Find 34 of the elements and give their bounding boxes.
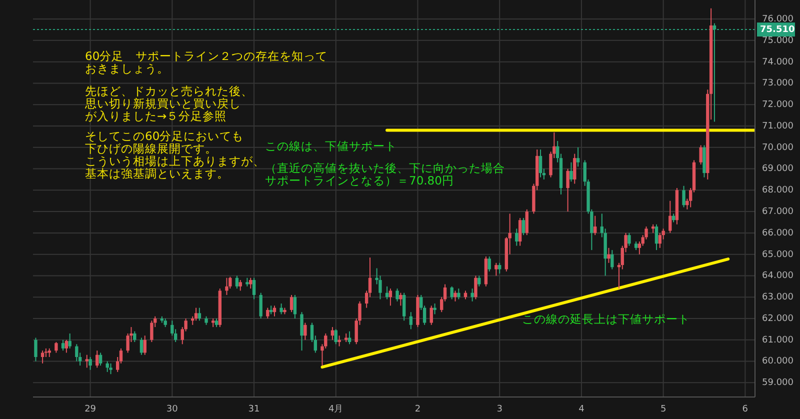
annotation: そしてこの60分足においても下ひげの陽線展開です。こういう相場は上下ありますが、基本は強基調といえます。 [85, 129, 265, 180]
y-tick-label: 64.000 [762, 271, 794, 282]
y-tick-label: 70.000 [762, 142, 794, 153]
y-tick-label: 66.000 [762, 228, 794, 238]
y-tick-label: 74.000 [762, 57, 794, 68]
y-tick-label: 65.000 [762, 250, 794, 260]
y-tick-label: 67.000 [762, 207, 794, 218]
y-tick-label: 76.000 [762, 14, 794, 25]
x-tick-label: 4 [578, 404, 585, 414]
annotation: 先ほど、ドカッと売られた後、思い切り新規買いと買い戻しが入りました→５分足参照 [84, 84, 253, 123]
y-tick-label: 72.000 [762, 100, 794, 110]
ref-line-label: 75.510 [760, 24, 795, 35]
y-tick-label: 68.000 [762, 186, 794, 196]
x-tick-label: 3 [496, 404, 502, 414]
annotation: 60分足 サポートライン２つの存在を知っておきましょう。 [85, 49, 328, 76]
x-tick-label: 31 [248, 404, 260, 414]
y-tick-label: 69.000 [762, 164, 794, 174]
x-tick-label: 6 [742, 404, 748, 414]
y-tick-label: 61.000 [762, 335, 794, 346]
y-tick-label: 75.000 [762, 36, 794, 46]
annotation: （直近の高値を抜いた後、下に向かった場合サポートラインとなる）＝70.80円 [265, 161, 505, 188]
x-tick-label: 4月 [328, 404, 344, 414]
y-tick-label: 71.000 [762, 121, 794, 132]
y-tick-label: 73.000 [762, 78, 794, 89]
annotation: この線の延長上は下値サポート [522, 312, 690, 326]
y-tick-label: 59.000 [762, 378, 794, 388]
y-tick-label: 60.000 [762, 356, 794, 367]
y-tick-label: 63.000 [762, 292, 794, 303]
x-tick-label: 29 [84, 404, 96, 414]
annotation: この線は、下値サポート [265, 139, 397, 153]
x-tick-label: 2 [414, 404, 421, 414]
x-tick-label: 30 [166, 404, 178, 414]
y-tick-label: 62.000 [762, 314, 794, 324]
x-tick-label: 5 [660, 404, 666, 414]
